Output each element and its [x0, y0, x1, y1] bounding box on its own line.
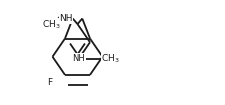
Text: CH$_3$: CH$_3$: [101, 52, 120, 65]
Text: NH: NH: [59, 14, 73, 23]
Text: NH: NH: [72, 54, 85, 63]
Text: F: F: [47, 78, 52, 87]
Text: CH$_3$: CH$_3$: [42, 19, 61, 31]
